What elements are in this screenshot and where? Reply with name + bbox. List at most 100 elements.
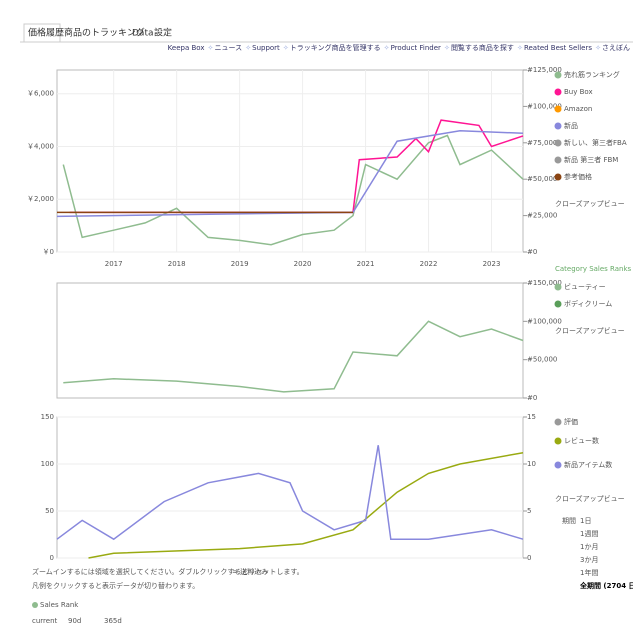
x-tick-label: 2022 — [420, 260, 438, 268]
legend-hint: 凡例をクリックすると表示データが切り替わります。 — [32, 581, 199, 590]
nav-link[interactable]: さえぼん — [602, 44, 630, 52]
legend-swatch[interactable] — [554, 300, 562, 308]
y2-tick-label: #50,000 — [527, 175, 557, 183]
sep: ✧ — [517, 44, 523, 52]
y2-tick-label: 10 — [527, 460, 536, 468]
legend-caption: Category Sales Ranks — [555, 265, 632, 273]
nav-link[interactable]: Keepa Box — [168, 44, 205, 52]
sep: ✧ — [595, 44, 601, 52]
x-tick-label: 2018 — [168, 260, 186, 268]
legend-swatch[interactable] — [554, 122, 562, 130]
tab[interactable]: 価格履歴 — [28, 27, 64, 39]
series-line — [62, 134, 524, 246]
range-option[interactable]: 1か月 — [580, 543, 598, 551]
y2-tick-label: 15 — [527, 413, 536, 421]
y-tick-label: 150 — [41, 413, 54, 421]
legend-label[interactable]: Buy Box — [564, 88, 593, 96]
y2-tick-label: #150,000 — [527, 279, 562, 287]
legend-label[interactable]: 評価 — [564, 417, 578, 426]
shipping-note: = 送料込み — [232, 567, 268, 576]
sales-rank-title: Sales Rank — [40, 601, 79, 609]
x-tick-label: 2019 — [231, 260, 249, 268]
y2-tick-label: #0 — [527, 248, 537, 256]
legend-swatch[interactable] — [554, 283, 562, 291]
legend-label[interactable]: 新しい、第三者FBA — [564, 138, 627, 147]
y2-tick-label: #100,000 — [527, 102, 562, 110]
closeup-toggle[interactable]: クローズアップビュー — [555, 494, 625, 503]
sep: ✧ — [384, 44, 390, 52]
legend-label[interactable]: レビュー数 — [564, 436, 599, 445]
sep: ✧ — [283, 44, 289, 52]
nav-link[interactable]: トラッキング商品を管理する — [290, 43, 381, 52]
nav-link[interactable]: Product Finder — [391, 44, 441, 52]
active-tab — [23, 23, 61, 43]
y2-tick-label: 0 — [527, 554, 531, 562]
legend-label[interactable]: 新品アイテム数 — [564, 460, 612, 469]
range-option[interactable]: 1週間 — [580, 529, 598, 538]
column-head: 90d — [68, 617, 81, 625]
hint: ズームインするには領域を選択してください。ダブルクリックするとリセットします。 — [32, 567, 304, 576]
x-tick-label: 2017 — [105, 260, 123, 268]
legend-label[interactable]: 売れ筋ランキング — [564, 70, 620, 79]
series-line — [56, 445, 524, 541]
column-head: 365d — [104, 617, 122, 625]
sep: ✧ — [245, 44, 251, 52]
legend-label[interactable]: 新品 — [564, 121, 578, 130]
y-tick-label: ￥4,000 — [27, 142, 54, 150]
legend-swatch[interactable] — [554, 105, 562, 113]
y-tick-label: ￥0 — [43, 248, 54, 256]
closeup-toggle[interactable]: クローズアップビュー — [555, 199, 625, 208]
sep: ✧ — [208, 44, 214, 52]
legend-swatch[interactable] — [554, 139, 562, 147]
y2-tick-label: #75,000 — [527, 139, 557, 147]
legend-label[interactable]: 参考価格 — [564, 172, 592, 181]
y2-tick-label: #0 — [527, 394, 537, 402]
plot-area — [56, 416, 524, 559]
y2-tick-label: #125,000 — [527, 66, 562, 74]
legend-swatch[interactable] — [554, 88, 562, 96]
y2-tick-label: 5 — [527, 507, 531, 515]
range-option[interactable]: 1日 — [580, 517, 591, 525]
legend-swatch[interactable] — [554, 173, 562, 181]
tab[interactable]: 商品のトラッキング — [64, 27, 145, 39]
nav-link[interactable]: Reated Best Sellers — [524, 44, 592, 52]
nav-link[interactable]: ニュース — [214, 44, 242, 52]
range-label: 期間 — [562, 517, 576, 525]
y-tick-label: 0 — [50, 554, 54, 562]
y2-tick-label: #50,000 — [527, 356, 557, 364]
y2-tick-label: #25,000 — [527, 212, 557, 220]
y-tick-label: 50 — [45, 507, 54, 515]
legend-swatch[interactable] — [554, 71, 562, 79]
series-line — [56, 129, 524, 218]
range-option[interactable]: 3か月 — [580, 556, 598, 564]
y-tick-label: ￥2,000 — [27, 195, 54, 203]
tab[interactable]: Data — [132, 29, 154, 39]
plot-area — [56, 282, 524, 399]
legend-swatch[interactable] — [554, 437, 562, 445]
legend-swatch[interactable] — [554, 418, 562, 426]
closeup-toggle[interactable]: クローズアップビュー — [555, 326, 625, 335]
rank-dot — [32, 602, 38, 608]
y-tick-label: 100 — [41, 460, 54, 468]
nav-link[interactable]: Support — [252, 44, 280, 52]
legend-label[interactable]: 新品 第三者 FBM — [564, 155, 618, 164]
plot-area — [56, 69, 524, 253]
column-head: current — [32, 617, 58, 625]
legend-label[interactable]: Amazon — [564, 105, 592, 113]
series-line — [69, 119, 524, 214]
nav-link[interactable]: 閲覧する商品を探す — [451, 43, 514, 52]
x-tick-label: 2021 — [357, 260, 375, 268]
series-line — [88, 451, 524, 559]
legend-label[interactable]: ボディクリーム — [564, 299, 612, 308]
legend-label[interactable]: ビューティー — [564, 282, 606, 291]
range-option[interactable]: 全期間 (2704 日間) — [579, 581, 633, 590]
y2-tick-label: #100,000 — [527, 317, 562, 325]
x-tick-label: 2023 — [483, 260, 501, 268]
range-option[interactable]: 1年間 — [580, 568, 598, 577]
tab[interactable]: 設定 — [154, 27, 172, 39]
legend-swatch[interactable] — [554, 156, 562, 164]
legend-swatch[interactable] — [554, 461, 562, 469]
sep: ✧ — [444, 44, 450, 52]
series-line — [63, 320, 524, 393]
